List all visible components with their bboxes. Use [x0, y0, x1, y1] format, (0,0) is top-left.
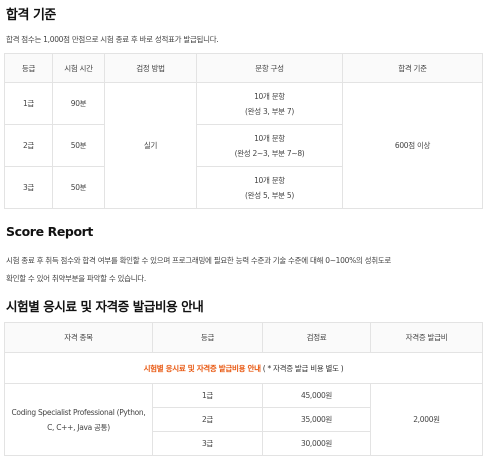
score-report-line-1: 시험 종료 후 취득 점수와 합격 여부를 확인할 수 있으며 프로그래밍에 필…	[6, 256, 392, 265]
header-issue-fee: 자격증 발급비	[370, 322, 483, 353]
composition-cell: 10개 문항 (완성 5, 부분 5)	[196, 166, 343, 209]
grade-cell: 1급	[152, 383, 263, 408]
header-pass-criteria: 합격 기준	[342, 53, 483, 83]
issue-fee-cell: 2,000원	[370, 383, 483, 456]
table-row: 1급 90분 실기 10개 문항 (완성 3, 부분 7) 600점 이상	[4, 82, 483, 209]
time-cell: 90분	[52, 82, 105, 125]
table-row: Coding Specialist Professional (Python, …	[4, 383, 483, 456]
grade-cell: 2급	[4, 124, 53, 167]
grade-cell: 1급	[4, 82, 53, 125]
pass-criteria-description: 합격 점수는 1,000점 만점으로 시험 종료 후 바로 성적표가 발급됩니다…	[6, 35, 219, 44]
composition-count: 10개 문항	[254, 91, 285, 101]
fee-cell: 45,000원	[262, 383, 371, 408]
table-header-row: 자격 종목 등급 검정료 자격증 발급비	[4, 322, 483, 353]
table-row: 3급 50분 10개 문항 (완성 5, 부분 5)	[4, 166, 483, 209]
section-title-fees: 시험별 응시료 및 자격증 발급비용 안내	[6, 299, 204, 314]
method-cell: 실기	[104, 82, 197, 209]
score-report-line-2: 확인할 수 있어 취약부분을 파악할 수 있습니다.	[6, 274, 146, 283]
grade-cell: 3급	[152, 431, 263, 456]
grade-cell: 3급	[4, 166, 53, 209]
composition-cell: 10개 문항 (완성 2~3, 부분 7~8)	[196, 124, 343, 167]
header-time: 시험 시간	[52, 53, 105, 83]
header-grade: 등급	[152, 322, 263, 353]
pass-score-cell: 600점 이상	[342, 82, 483, 209]
header-composition: 문항 구성	[196, 53, 343, 83]
header-subject: 자격 종목	[4, 322, 153, 353]
time-cell: 50분	[52, 166, 105, 209]
fee-notice-highlight: 시험별 응시료 및 자격증 발급비용 안내	[143, 363, 261, 373]
fee-cell: 35,000원	[262, 407, 371, 432]
header-grade: 등급	[4, 53, 53, 83]
composition-detail: (완성 3, 부분 7)	[245, 106, 294, 116]
composition-cell: 10개 문항 (완성 3, 부분 7)	[196, 82, 343, 125]
fee-cell: 30,000원	[262, 431, 371, 456]
header-method: 검정 방법	[104, 53, 197, 83]
composition-count: 10개 문항	[254, 133, 285, 143]
composition-detail: (완성 2~3, 부분 7~8)	[234, 148, 305, 158]
fee-notice: 시험별 응시료 및 자격증 발급비용 안내 ( * 자격증 발급 비용 별도 )	[4, 352, 483, 384]
subject-cell: Coding Specialist Professional (Python, …	[4, 383, 153, 456]
fee-notice-note: ( * 자격증 발급 비용 별도 )	[260, 363, 344, 373]
header-exam-fee: 검정료	[262, 322, 371, 353]
table-row: 2급 35,000원	[5, 407, 483, 432]
score-report-description: 시험 종료 후 취득 점수와 합격 여부를 확인할 수 있으며 프로그래밍에 필…	[6, 252, 476, 288]
table-header-row: 등급 시험 시간 검정 방법 문항 구성 합격 기준	[4, 53, 483, 83]
time-cell: 50분	[52, 124, 105, 167]
fee-notice-row: 시험별 응시료 및 자격증 발급비용 안내 ( * 자격증 발급 비용 별도 )	[4, 352, 483, 384]
pass-criteria-table: 등급 시험 시간 검정 방법 문항 구성 합격 기준 1급 90분 실기 10개…	[4, 53, 483, 209]
table-row: 3급 30,000원	[5, 431, 483, 456]
fee-table: 시험별 응시료 및 자격증 발급비용 안내 ( * 자격증 발급 비용 별도 )…	[4, 322, 483, 456]
section-title-score-report: Score Report	[6, 224, 93, 239]
grade-cell: 2급	[152, 407, 263, 432]
composition-detail: (완성 5, 부분 5)	[245, 190, 294, 200]
section-title-pass-criteria: 합격 기준	[6, 8, 56, 23]
composition-count: 10개 문항	[254, 175, 285, 185]
